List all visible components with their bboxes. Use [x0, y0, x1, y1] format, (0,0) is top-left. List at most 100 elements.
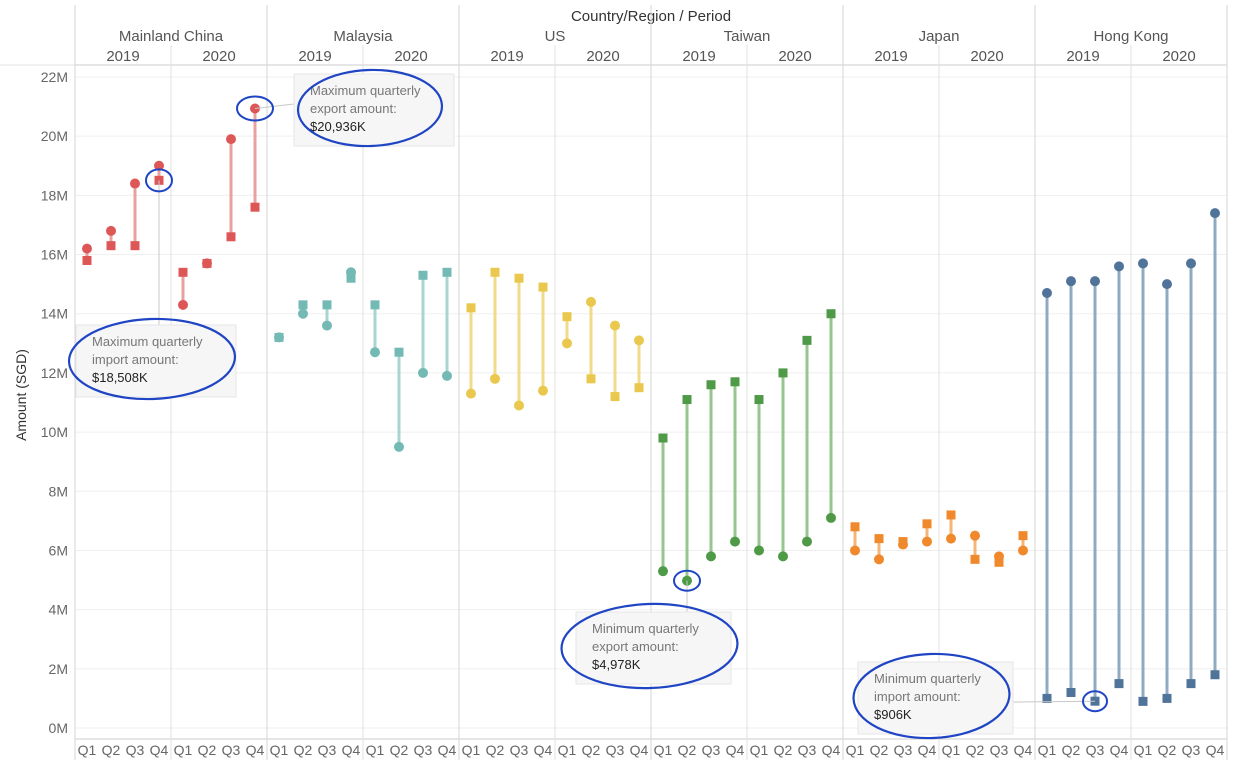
import-marker: [706, 380, 716, 390]
export-marker: [130, 178, 140, 189]
import-marker: [1042, 693, 1052, 703]
x-tick-label: Q3: [1182, 742, 1201, 758]
export-marker: [178, 299, 188, 310]
y-axis-label: Amount (SGD): [13, 349, 29, 441]
x-tick-label: Q3: [894, 742, 913, 758]
y-tick-label: 6M: [49, 542, 68, 558]
x-tick-label: Q4: [1110, 742, 1129, 758]
export-marker: [1042, 288, 1052, 299]
x-tick-label: Q2: [870, 742, 889, 758]
import-marker: [730, 377, 740, 387]
annotation-box: [575, 611, 732, 685]
x-tick-label: Q1: [1038, 742, 1057, 758]
point-highlight: [145, 168, 173, 193]
export-marker: [610, 320, 620, 331]
export-marker: [1186, 258, 1196, 269]
annotation-box: [857, 661, 1014, 735]
x-tick-label: Q2: [582, 742, 601, 758]
export-marker: [322, 320, 332, 331]
export-marker: [874, 554, 884, 565]
x-axis-ticks: Q1 Q2 Q3 Q4 Q1 Q2 Q3 Q4 Q1 Q2 Q3 Q4 Q1 Q2 Q3 Q4 Q1 Q2 Q3 Q4…: [78, 742, 1225, 758]
x-tick-label: Q4: [1014, 742, 1033, 758]
x-tick-label: Q2: [102, 742, 121, 758]
x-tick-label: Q4: [1206, 742, 1225, 758]
point-highlight: [1082, 690, 1108, 713]
data-marks: [82, 103, 1220, 706]
country-header: Mainland China: [119, 28, 224, 45]
annotation-value: $4,978K: [592, 657, 641, 672]
export-marker: [826, 512, 836, 523]
y-tick-label: 0M: [49, 720, 68, 736]
annotation-min-import: Minimum quarterly import amount: $906K: [852, 652, 1108, 740]
x-tick-label: Q4: [630, 742, 649, 758]
year-header: 2020: [778, 48, 811, 65]
export-marker: [754, 545, 764, 556]
export-marker: [394, 441, 404, 452]
x-tick-label: Q3: [510, 742, 529, 758]
import-marker: [946, 510, 956, 520]
import-marker: [826, 309, 836, 319]
x-tick-label: Q3: [798, 742, 817, 758]
import-marker: [322, 300, 332, 310]
export-marker: [562, 338, 572, 349]
year-header: 2020: [586, 48, 619, 65]
year-header: 2019: [874, 48, 907, 65]
annotations: Maximum quarterly export amount:$20,936K M…: [67, 68, 1108, 740]
highlight-stroke: [67, 317, 237, 401]
annotation-max-import: Maximum quarterly import amount: $18,508K: [67, 168, 237, 401]
annotation-value: $906K: [874, 707, 912, 722]
x-tick-label: Q4: [822, 742, 841, 758]
import-marker: [490, 267, 500, 277]
import-marker: [634, 383, 644, 393]
point-highlight: [673, 569, 701, 592]
import-marker: [874, 534, 884, 544]
import-marker: [538, 282, 548, 292]
export-marker: [730, 536, 740, 547]
x-tick-label: Q4: [726, 742, 745, 758]
import-marker: [346, 273, 356, 283]
export-marker: [922, 536, 932, 547]
import-marker: [370, 300, 380, 310]
country-header: Hong Kong: [1093, 28, 1168, 45]
export-marker: [658, 566, 668, 577]
year-header: 2019: [1066, 48, 1099, 65]
x-tick-label: Q2: [774, 742, 793, 758]
year-header: 2019: [682, 48, 715, 65]
x-tick-label: Q1: [462, 742, 481, 758]
x-tick-label: Q2: [390, 742, 409, 758]
x-tick-label: Q1: [654, 742, 673, 758]
annotation-min-export: Minimum quarterly export amount: $4,978K: [560, 569, 739, 690]
import-marker: [298, 300, 308, 310]
x-tick-label: Q2: [294, 742, 313, 758]
x-tick-label: Q1: [846, 742, 865, 758]
import-marker: [1186, 679, 1196, 689]
export-marker: [946, 533, 956, 544]
import-marker: [1066, 687, 1076, 697]
y-tick-label: 14M: [41, 306, 68, 322]
export-marker: [514, 400, 524, 411]
x-tick-label: Q1: [366, 742, 385, 758]
x-tick-label: Q3: [606, 742, 625, 758]
x-tick-label: Q3: [1086, 742, 1105, 758]
import-marker: [1210, 670, 1220, 680]
country-header: Malaysia: [333, 28, 393, 45]
export-marker: [82, 243, 92, 254]
export-marker: [490, 373, 500, 384]
export-marker: [802, 536, 812, 547]
export-marker: [370, 347, 380, 358]
x-tick-label: Q2: [198, 742, 217, 758]
annotation-max-export: Maximum quarterly export amount: $20,936K: [236, 68, 455, 148]
import-marker: [778, 368, 788, 378]
export-marker: [202, 258, 212, 269]
export-marker: [1138, 258, 1148, 269]
x-tick-label: Q1: [174, 742, 193, 758]
export-marker: [1018, 545, 1028, 556]
import-marker: [922, 519, 932, 529]
y-tick-label: 20M: [41, 128, 68, 144]
x-tick-label: Q3: [414, 742, 433, 758]
import-marker: [226, 232, 236, 242]
x-tick-label: Q1: [78, 742, 97, 758]
y-tick-label: 16M: [41, 247, 68, 263]
year-header: 2020: [202, 48, 235, 65]
year-header: 2020: [1162, 48, 1195, 65]
